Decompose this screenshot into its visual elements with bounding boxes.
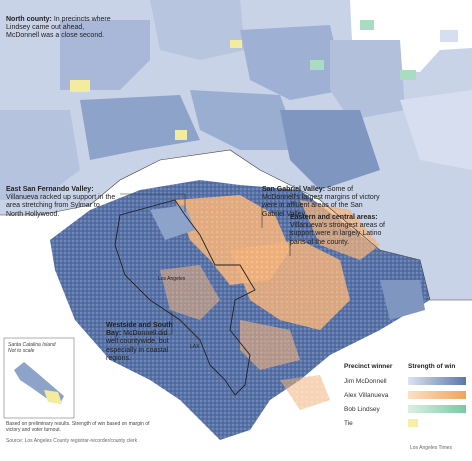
southern-basin-region xyxy=(50,180,430,440)
credit: Los Angeles Times xyxy=(410,445,452,451)
sgv-title: San Gabriel Valley: xyxy=(262,186,326,193)
east-sfv-text: Villanueva racked up support in the area… xyxy=(6,194,116,218)
north-county-annotation: North county: In precincts where Lindsey… xyxy=(6,16,118,41)
legend-swatch-villanueva xyxy=(408,391,466,399)
north-county-title: North county: xyxy=(6,16,52,23)
legend-label-lindsey: Bob Lindsey xyxy=(344,406,380,413)
legend-swatch-lindsey xyxy=(408,405,466,413)
westside-text: McDonnell did well countywide, but espec… xyxy=(106,330,169,362)
catalina-label: Santa Catalina Island Not to scale xyxy=(8,342,74,354)
legend-swatch-mcdonnell xyxy=(408,377,466,385)
westside-annotation: Westside and South Bay: McDonnell did we… xyxy=(106,322,178,363)
county-boundary xyxy=(0,149,472,301)
north-county-text: In precincts where Lindsey came out ahea… xyxy=(6,16,111,40)
sgv-annotation: San Gabriel Valley: Some of McDonnell's … xyxy=(262,186,386,219)
westside-title: Westside and South Bay: xyxy=(106,322,173,338)
eastern-central-annotation: Eastern and central areas: Villanueva's … xyxy=(290,214,394,247)
lax-label: LAX xyxy=(190,344,200,350)
catalina-sub: Not to scale xyxy=(8,348,35,354)
catalina-name: Santa Catalina Island xyxy=(8,342,56,348)
sgv-text: Some of McDonnell's largest margins of v… xyxy=(262,186,380,218)
los-angeles-label: Los Angeles xyxy=(158,276,186,282)
legend-label-mcdonnell: Jim McDonnell xyxy=(344,378,387,385)
legend-winner-header: Precinct winner xyxy=(344,363,393,370)
city-boundary xyxy=(114,199,256,396)
east-sfv-title: East San Fernando Valley: xyxy=(6,186,94,193)
footnote: Based on preliminary results. Strength o… xyxy=(6,421,150,433)
catalina-inset xyxy=(3,337,75,419)
legend-label-villanueva: Alex Villanueva xyxy=(344,392,389,399)
east-sfv-annotation: East San Fernando Valley: Villanueva rac… xyxy=(6,186,118,219)
legend-label-tie: Tie xyxy=(344,420,353,427)
eastern-central-title: Eastern and central areas: xyxy=(290,214,378,221)
eastern-central-text: Villanueva's strongest areas of support … xyxy=(290,222,385,246)
legend-strength-header: Strength of win xyxy=(408,363,456,370)
legend-swatch-tie xyxy=(408,419,418,427)
source-note: Source: Los Angeles County registrar-rec… xyxy=(6,438,138,444)
legend-swatches xyxy=(408,377,466,427)
leader-lines xyxy=(120,193,291,335)
